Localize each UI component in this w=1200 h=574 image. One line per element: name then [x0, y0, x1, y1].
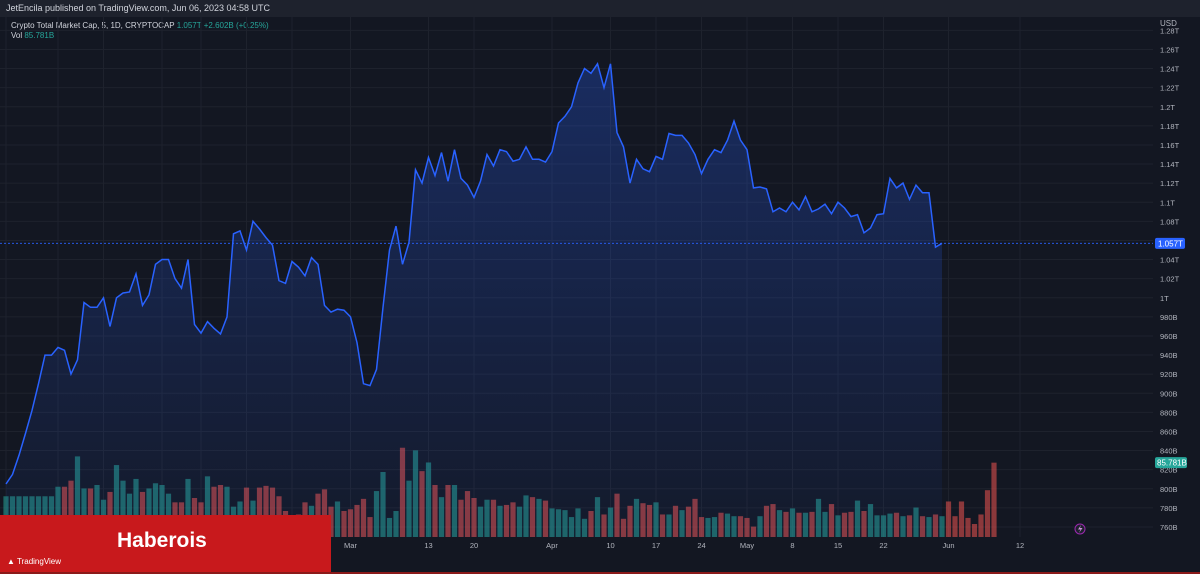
price-tick-label: 1.2T: [1160, 103, 1175, 112]
price-tick-label: 1.08T: [1160, 217, 1180, 226]
time-tick-label: 8: [790, 541, 794, 550]
price-tick-label: 900B: [1160, 389, 1178, 398]
published-header: JetEncila published on TradingView.com, …: [0, 0, 1200, 17]
price-change-value: +2.602B (+0.25%): [203, 21, 269, 30]
price-tick-label: 1.04T: [1160, 256, 1180, 265]
symbol-legend[interactable]: Crypto Total Market Cap, 5, 1D, CRYPTOCA…: [11, 21, 269, 30]
time-tick-label: Jun: [942, 541, 954, 550]
lightning-icon[interactable]: [1074, 523, 1086, 535]
volume-bar: [945, 501, 952, 537]
time-tick-label: May: [740, 541, 754, 550]
volume-bar: [952, 516, 958, 537]
last-volume-tag-label: 85.781B: [1157, 459, 1187, 468]
price-tick-label: 760B: [1160, 523, 1178, 532]
price-axis[interactable]: 1.28T 1.26T 1.24T 1.22T 1.2T 1.18T 1.16T 1.14T 1…: [1160, 26, 1180, 532]
price-chart[interactable]: 1.28T 1.26T 1.24T 1.22T 1.2T 1.18T 1.16T 1.14T 1…: [0, 17, 1200, 555]
currency-label: USD: [1160, 19, 1177, 28]
time-tick-label: 10: [606, 541, 614, 550]
price-tick-label: 1.24T: [1160, 65, 1180, 74]
tradingview-logo-text: TradingView: [17, 557, 62, 566]
price-tick-label: 820B: [1160, 466, 1178, 475]
volume-bar: [978, 514, 984, 537]
price-tick-label: 1.16T: [1160, 141, 1180, 150]
time-tick-label: 20: [470, 541, 478, 550]
price-line: [5, 62, 943, 485]
volume-bar: [971, 524, 978, 537]
time-tick-label: Apr: [546, 541, 558, 550]
price-tick-label: 780B: [1160, 504, 1178, 513]
price-tick-label: 960B: [1160, 332, 1178, 341]
last-price-tag: 1.057T: [1155, 237, 1185, 249]
symbol-title: Crypto Total Market Cap, 5, 1D, CRYPTOCA…: [11, 21, 175, 30]
price-tick-label: 1.26T: [1160, 45, 1180, 54]
time-tick-label: 12: [1016, 541, 1024, 550]
time-tick-label: 24: [697, 541, 705, 550]
price-tick-label: 920B: [1160, 370, 1178, 379]
time-tick-label: Mar: [344, 541, 357, 550]
volume-bar: [984, 490, 991, 537]
volume-bar: [958, 501, 965, 537]
price-tick-label: 1.22T: [1160, 84, 1180, 93]
time-tick-label: 13: [424, 541, 432, 550]
price-tick-label: 1.02T: [1160, 275, 1180, 284]
watermark-banner: Haberois: [0, 515, 331, 574]
volume-value: 85.781B: [24, 31, 55, 40]
price-tick-label: 1.12T: [1160, 179, 1180, 188]
price-tick-label: 980B: [1160, 313, 1178, 322]
watermark-text: Haberois: [117, 529, 207, 552]
time-tick-label: 17: [652, 541, 660, 550]
price-tick-label: 800B: [1160, 485, 1178, 494]
last-volume-tag: 85.781B: [1155, 457, 1187, 469]
price-tick-label: 840B: [1160, 447, 1178, 456]
price-tick-label: 940B: [1160, 351, 1178, 360]
footer-divider: [0, 572, 1200, 574]
price-tick-label: 1T: [1160, 294, 1169, 303]
time-tick-label: 22: [879, 541, 887, 550]
price-tick-label: 880B: [1160, 408, 1178, 417]
tradingview-logo-icon: ▲: [7, 557, 15, 566]
volume-legend[interactable]: Vol 85.781B: [11, 31, 54, 40]
volume-label: Vol: [11, 31, 23, 40]
tradingview-logo[interactable]: ▲ TradingView: [7, 557, 61, 566]
publisher-text: JetEncila published on TradingView.com, …: [6, 3, 270, 13]
last-price-tag-label: 1.057T: [1158, 239, 1183, 248]
time-tick-label: 15: [834, 541, 842, 550]
volume-bar: [965, 517, 971, 537]
price-tick-label: 1.28T: [1160, 26, 1180, 35]
price-tick-label: 860B: [1160, 427, 1178, 436]
price-tick-label: 1.14T: [1160, 160, 1180, 169]
price-area-fill: [6, 63, 942, 538]
price-tick-label: 1.18T: [1160, 122, 1180, 131]
last-price-value: 1.057T: [176, 21, 202, 30]
volume-bar: [991, 462, 997, 537]
price-tick-label: 1.1T: [1160, 198, 1175, 207]
